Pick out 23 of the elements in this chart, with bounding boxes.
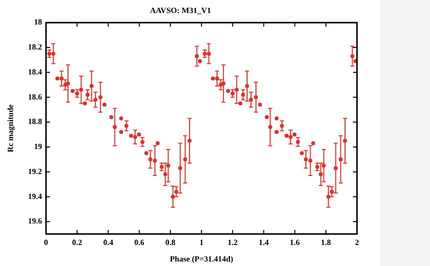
y-tick-label: 18.6 bbox=[28, 92, 42, 102]
y-tick-label: 19 bbox=[34, 142, 42, 152]
y-tick-label: 19.4 bbox=[28, 192, 42, 201]
x-tick-label: 1.4 bbox=[258, 238, 269, 247]
x-axis-title: Phase (P=31.414d) bbox=[170, 254, 234, 264]
y-tick-label: 18.4 bbox=[28, 67, 42, 76]
x-tick-label: 0.4 bbox=[103, 238, 114, 247]
x-tick-label: 2 bbox=[355, 238, 359, 247]
x-tick-label: 1.6 bbox=[290, 238, 300, 247]
y-tick-label: 18.2 bbox=[28, 42, 42, 52]
y-tick-label: 19.2 bbox=[28, 166, 42, 176]
x-tick-label: 0 bbox=[44, 238, 48, 247]
x-tick-label: 1 bbox=[200, 238, 204, 247]
x-tick-label: 1.2 bbox=[228, 238, 238, 247]
x-tick-label: 0.6 bbox=[134, 238, 144, 247]
y-tick-label: 18.8 bbox=[28, 117, 42, 126]
y-tick-label: 19.6 bbox=[28, 216, 42, 226]
x-tick-label: 0.8 bbox=[165, 238, 176, 247]
y-axis-title: Rc magnitude bbox=[6, 104, 15, 152]
x-tick-label: 0.2 bbox=[72, 238, 82, 247]
x-tick-label: 1.8 bbox=[320, 238, 331, 247]
y-tick-label: 18 bbox=[34, 18, 42, 27]
chart-title: AAVSO: M31_V1 bbox=[150, 6, 211, 15]
